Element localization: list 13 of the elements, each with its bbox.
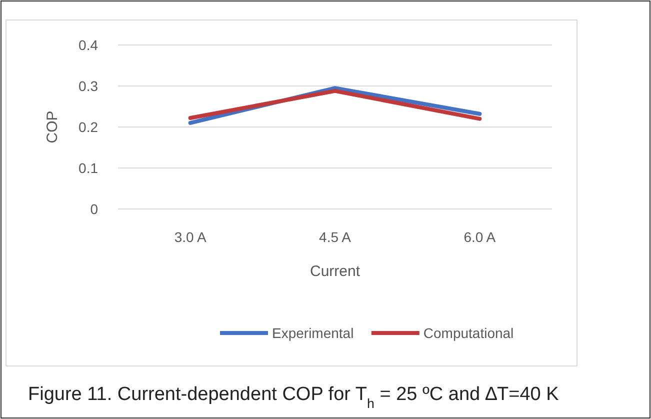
y-tick-label: 0 [90, 201, 98, 217]
caption: Figure 11. Current-dependent COP for T$_{h}$ = 25 ºC and ∆T=40 K [28, 384, 560, 410]
y-tick-label: 0.1 [78, 160, 98, 176]
x-axis-title: Current [310, 263, 361, 280]
legend-label: Computational [423, 325, 514, 341]
x-tick-label: 4.5 A [319, 229, 352, 245]
x-tick-label: 3.0 A [174, 229, 207, 245]
x-tick-label: 6.0 A [464, 229, 496, 245]
y-tick-label: 0.3 [78, 78, 98, 94]
y-axis-title: COP [44, 110, 61, 144]
y-tick-label: 0.4 [78, 37, 98, 53]
legend-label: Experimental [272, 325, 354, 341]
y-tick-label: 0.2 [78, 119, 98, 135]
